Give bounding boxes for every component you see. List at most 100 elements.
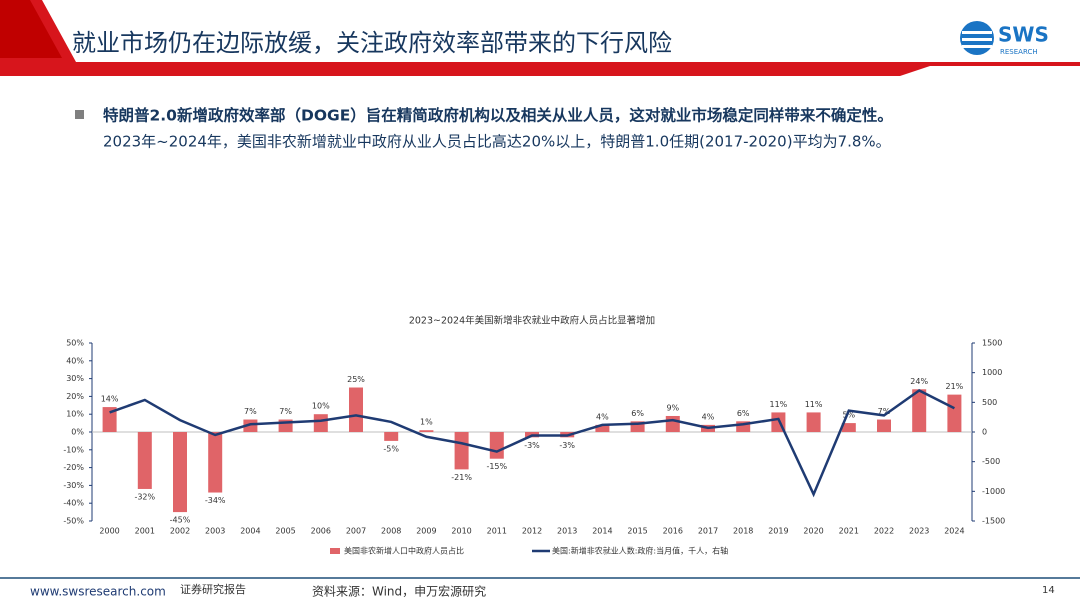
x-tick-label: 2024 — [944, 527, 964, 536]
x-tick-label: 2021 — [839, 527, 859, 536]
data-label: 7% — [244, 407, 257, 416]
x-tick-label: 2006 — [311, 527, 331, 536]
x-tick-label: 2005 — [275, 527, 295, 536]
x-tick-label: 2008 — [381, 527, 401, 536]
legend-swatch — [330, 548, 340, 554]
logo: SWS RESEARCH — [960, 21, 1049, 56]
x-tick-label: 2010 — [451, 527, 471, 536]
bar — [384, 432, 399, 441]
bar — [102, 407, 117, 432]
footer-report: 证券研究报告 — [180, 582, 246, 596]
x-tick-label: 2004 — [240, 527, 260, 536]
bar — [313, 414, 328, 432]
chart: -50% -40% -30% -20% -10% 0% 10% 20% 30% 40% 50% -15… — [63, 339, 1005, 556]
bar — [173, 432, 187, 513]
x-tick-label: 2017 — [698, 527, 718, 536]
x-tick-label: 2018 — [733, 527, 753, 536]
data-label: 6% — [737, 409, 750, 418]
data-label: 11% — [805, 400, 823, 409]
legend-label: 美国非农新增人口中政府人员占比 — [344, 546, 464, 556]
logo-stripe — [962, 45, 992, 48]
logo-stripe — [962, 38, 992, 41]
data-label: 24% — [910, 377, 928, 386]
y-tick-label: 10% — [66, 410, 84, 419]
data-label: 4% — [596, 412, 609, 421]
y-tick-label: -10% — [63, 445, 84, 454]
x-tick-label: 2022 — [874, 527, 894, 536]
x-tick-label: 2019 — [768, 527, 788, 536]
logo-subtext: RESEARCH — [1000, 48, 1038, 56]
footer-source: 资料来源：Wind，申万宏源研究 — [312, 584, 486, 599]
bullet-square — [75, 110, 84, 119]
y2-tick-label: 0 — [982, 428, 987, 437]
header-corner — [0, 0, 62, 58]
legend-label: 美国:新增非农就业人数:政府:当月值，千人，右轴 — [552, 546, 728, 556]
y-tick-label: -40% — [63, 499, 84, 508]
y-tick-label: -20% — [63, 463, 84, 472]
data-label: 6% — [631, 409, 644, 418]
x-tick-label: 2003 — [205, 527, 225, 536]
header-band — [0, 0, 1080, 76]
bar — [454, 432, 469, 470]
y2-tick-label: 1000 — [982, 368, 1002, 377]
bar — [947, 394, 962, 432]
data-label: -21% — [451, 473, 472, 482]
y-tick-label: -50% — [63, 517, 84, 526]
data-label: -5% — [383, 444, 399, 453]
y-tick-label: 30% — [66, 374, 84, 383]
chart-title: 2023~2024年美国新增非农就业中政府人员占比显著增加 — [409, 315, 655, 327]
data-label: -32% — [134, 492, 155, 501]
bar — [736, 421, 751, 432]
x-tick-label: 2002 — [170, 527, 190, 536]
x-tick-label: 2013 — [557, 527, 577, 536]
data-label: 1% — [420, 418, 433, 427]
bar — [489, 432, 504, 459]
line — [109, 389, 955, 498]
bar — [595, 424, 610, 432]
bullet-bold: 特朗普2.0新增政府效率部（DOGE）旨在精简政府机构以及相关从业人员，这对就业… — [103, 106, 893, 125]
data-label: -45% — [170, 516, 191, 525]
x-tick-label: 2016 — [663, 527, 683, 536]
y2-tick-label: -1000 — [982, 487, 1005, 496]
footer-url: www.swsresearch.com — [30, 585, 166, 599]
bar — [912, 389, 927, 432]
y2-tick-label: -500 — [982, 457, 1000, 466]
x-tick-label: 2011 — [487, 527, 507, 536]
x-tick-label: 2023 — [909, 527, 929, 536]
x-tick-label: 2001 — [135, 527, 155, 536]
data-label: 7% — [878, 407, 891, 416]
y2-tick-label: 500 — [982, 398, 997, 407]
data-label: -3% — [524, 441, 540, 450]
logo-text: SWS — [998, 23, 1049, 47]
bullet-text: 2023年~2024年，美国非农新增就业中政府从业人员占比高达20%以上，特朗普… — [103, 133, 891, 151]
data-label: 7% — [279, 407, 292, 416]
bar — [208, 432, 223, 493]
x-tick-label: 2015 — [627, 527, 647, 536]
data-label: 11% — [770, 400, 788, 409]
y-tick-label: 0% — [71, 428, 84, 437]
logo-stripe — [962, 31, 992, 34]
x-tick-label: 2007 — [346, 527, 366, 536]
bar — [349, 387, 363, 432]
data-label: 21% — [946, 382, 964, 391]
y-tick-label: 40% — [66, 356, 84, 365]
data-label: 4% — [702, 412, 715, 421]
data-label: -15% — [486, 462, 507, 471]
page-number: 14 — [1042, 585, 1055, 596]
y-tick-label: 20% — [66, 392, 84, 401]
x-tick-label: 2014 — [592, 527, 612, 536]
bar — [877, 419, 891, 432]
bar — [630, 421, 645, 432]
data-label: -34% — [205, 496, 226, 505]
slide-title: 就业市场仍在边际放缓，关注政府效率部带来的下行风险 — [72, 29, 672, 57]
data-label: 9% — [666, 403, 679, 412]
data-label: -3% — [559, 441, 575, 450]
x-tick-label: 2000 — [99, 527, 119, 536]
bar — [419, 430, 434, 432]
y-tick-label: -30% — [63, 481, 84, 490]
bar — [137, 432, 152, 489]
y2-tick-label: -1500 — [982, 517, 1005, 526]
x-tick-label: 2012 — [522, 527, 542, 536]
data-label: 14% — [101, 395, 119, 404]
